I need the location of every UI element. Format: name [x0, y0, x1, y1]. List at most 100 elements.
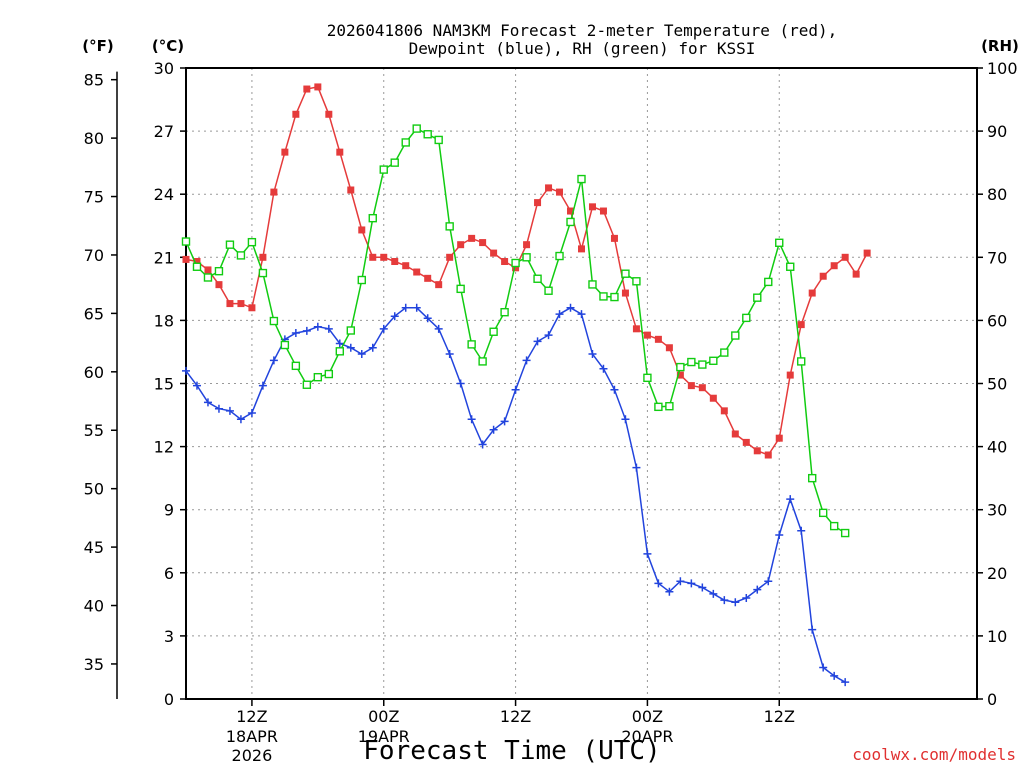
rh-tick-label: 100: [987, 59, 1018, 78]
credit-text: coolwx.com/models: [852, 745, 1016, 764]
temperature-point: [413, 268, 421, 276]
temperature-point: [863, 249, 871, 257]
rh-tick-label: 10: [987, 627, 1007, 646]
dewpoint-point: [753, 585, 762, 594]
rh-tick-label: 70: [987, 248, 1007, 267]
temperature-point: [446, 253, 454, 261]
x-tick-label: 12Z: [236, 707, 267, 726]
dewpoint-point: [841, 678, 850, 687]
unit-label-celsius: (°C): [152, 37, 184, 55]
dewpoint-point: [390, 312, 399, 321]
rh-point: [533, 274, 542, 283]
dewpoint-point: [632, 463, 641, 472]
rh-point: [203, 273, 213, 282]
temperature-point: [193, 258, 201, 266]
rh-point: [775, 238, 784, 247]
rh-point: [818, 508, 828, 518]
temperature-point: [742, 438, 750, 446]
rh-point: [544, 286, 553, 295]
dewpoint-point: [203, 398, 212, 407]
temperature-point: [654, 335, 662, 343]
temperature-point: [556, 188, 564, 196]
dewpoint-point: [434, 324, 443, 333]
rh-point: [588, 280, 597, 289]
rh-point: [478, 357, 487, 366]
dewpoint-point: [456, 379, 465, 388]
temperature-point: [731, 430, 739, 438]
axis-layer: 35 40 45 50 55 60 65 70 75 80 85 0 3 6 9 12 15 18 21 24 27 30…: [84, 59, 1018, 765]
rh-point: [566, 217, 575, 227]
rh-point: [489, 327, 498, 336]
celsius-tick-label: 3: [164, 627, 174, 646]
temperature-point: [830, 262, 838, 270]
rh-point: [445, 222, 454, 231]
dewpoint-point: [533, 337, 542, 346]
dewpoint-point: [313, 322, 322, 331]
rh-point: [324, 369, 334, 379]
dewpoint-point: [291, 329, 300, 338]
temperature-point: [775, 434, 783, 442]
dewpoint-point: [247, 408, 256, 417]
dewpoint-point: [786, 495, 795, 504]
rh-point: [225, 240, 235, 249]
rh-point: [412, 124, 421, 133]
celsius-tick-label: 30: [154, 59, 174, 78]
rh-point: [346, 326, 355, 335]
fahrenheit-tick-label: 45: [84, 538, 104, 557]
temperature-point: [753, 447, 761, 455]
rh-point: [247, 237, 257, 247]
rh-point: [291, 361, 301, 371]
dewpoint-point: [720, 596, 729, 605]
celsius-tick-label: 6: [164, 564, 174, 583]
temperature-point: [182, 255, 190, 263]
rh-point: [390, 158, 399, 167]
temperature-point: [578, 245, 585, 253]
rh-point: [401, 138, 410, 147]
dewpoint-point: [500, 417, 509, 426]
celsius-tick-label: 0: [164, 690, 174, 709]
rh-tick-label: 20: [987, 564, 1007, 583]
dewpoint-point: [808, 625, 817, 634]
rh-point: [500, 307, 509, 317]
dewpoint-point: [797, 526, 806, 535]
dewpoint-point: [346, 343, 355, 352]
temperature-point: [676, 371, 684, 379]
rh-point: [434, 135, 443, 145]
fahrenheit-tick-label: 60: [84, 363, 104, 382]
dewpoint-point: [610, 385, 619, 394]
temperature-point: [764, 451, 772, 459]
rh-point: [467, 340, 476, 349]
rh-point: [621, 269, 630, 278]
celsius-tick-label: 12: [154, 438, 174, 457]
x-tick-label: 12Z: [764, 707, 795, 726]
temperature-point: [797, 321, 805, 329]
temperature-point: [347, 186, 355, 194]
rh-point: [610, 292, 619, 302]
rh-point: [720, 348, 729, 357]
rh-point: [665, 402, 674, 411]
rh-point: [313, 372, 323, 382]
rh-point: [599, 292, 608, 301]
dewpoint-point: [522, 356, 531, 365]
fahrenheit-tick-label: 40: [84, 597, 104, 616]
chart-title-line1: 2026041806 NAM3KM Forecast 2-meter Tempe…: [327, 21, 838, 40]
rh-tick-label: 0: [987, 690, 997, 709]
dewpoint-point: [577, 310, 586, 319]
dewpoint-point: [687, 579, 696, 588]
dewpoint-point: [764, 577, 773, 586]
rh-point: [379, 165, 388, 174]
x-axis-title: Forecast Time (UTC): [363, 736, 660, 766]
rh-point: [511, 258, 520, 268]
temperature-point: [610, 234, 618, 242]
rh-point: [632, 277, 641, 286]
dewpoint-point: [588, 350, 597, 359]
temperature-line: [185, 86, 868, 456]
celsius-tick-label: 27: [154, 122, 174, 141]
temperature-point: [259, 253, 267, 261]
rh-point: [258, 268, 268, 278]
dewpoint-point: [830, 671, 839, 680]
rh-point: [742, 313, 751, 323]
temperature-point: [248, 304, 256, 312]
celsius-tick-label: 21: [154, 248, 174, 267]
temperature-point: [402, 262, 410, 270]
